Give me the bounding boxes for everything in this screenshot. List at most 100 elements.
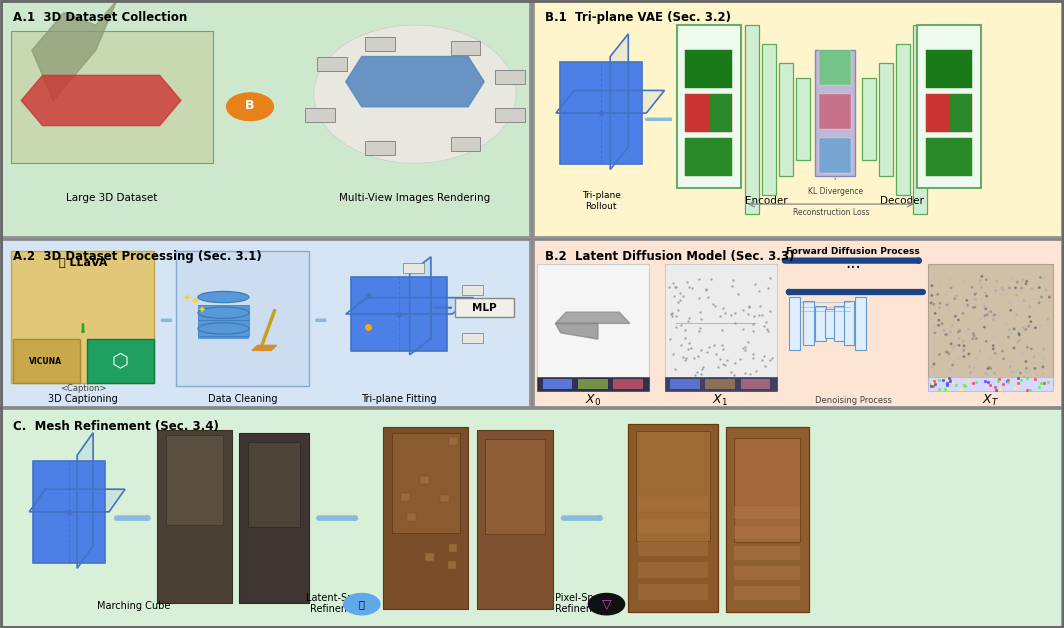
Point — [666, 291, 683, 301]
Point — [935, 325, 952, 335]
Point — [717, 375, 734, 385]
Point — [950, 340, 967, 350]
Point — [974, 294, 991, 304]
Point — [994, 283, 1011, 293]
Text: Refinement: Refinement — [554, 604, 612, 614]
FancyBboxPatch shape — [455, 298, 514, 317]
Point — [679, 315, 696, 325]
Point — [947, 311, 964, 322]
Point — [677, 325, 694, 335]
Point — [985, 331, 1002, 341]
Point — [693, 369, 710, 379]
Point — [1026, 352, 1043, 362]
FancyBboxPatch shape — [734, 566, 800, 580]
Point — [675, 352, 692, 362]
Point — [986, 310, 1003, 320]
Point — [991, 308, 1008, 318]
FancyBboxPatch shape — [670, 379, 700, 389]
Point — [965, 334, 982, 344]
Point — [1027, 374, 1044, 384]
Point — [1008, 367, 1025, 377]
FancyBboxPatch shape — [709, 94, 732, 132]
FancyBboxPatch shape — [734, 526, 800, 539]
FancyBboxPatch shape — [449, 437, 458, 445]
Point — [972, 279, 990, 289]
Point — [1035, 353, 1052, 363]
Point — [714, 325, 731, 335]
Point — [724, 281, 741, 291]
Point — [977, 302, 994, 312]
Polygon shape — [555, 90, 664, 113]
Point — [971, 276, 988, 286]
Polygon shape — [30, 489, 126, 512]
Point — [688, 367, 705, 377]
Point — [1011, 330, 1028, 340]
Point — [736, 345, 753, 355]
FancyBboxPatch shape — [926, 50, 972, 88]
Point — [955, 350, 972, 360]
FancyBboxPatch shape — [705, 379, 735, 389]
FancyBboxPatch shape — [726, 427, 809, 612]
Point — [717, 308, 734, 318]
FancyBboxPatch shape — [198, 305, 249, 320]
FancyBboxPatch shape — [485, 439, 545, 534]
Point — [704, 299, 721, 309]
Text: A.2  3D Dataset Processing (Sec. 3.1): A.2 3D Dataset Processing (Sec. 3.1) — [13, 250, 262, 263]
Point — [1032, 273, 1049, 283]
Point — [943, 339, 960, 349]
Text: B.2  Latent Diffusion Model (Sec. 3.3): B.2 Latent Diffusion Model (Sec. 3.3) — [545, 250, 794, 263]
Point — [672, 340, 689, 350]
Point — [1013, 283, 1030, 293]
Point — [726, 371, 743, 381]
Point — [937, 347, 954, 357]
Point — [1027, 364, 1044, 374]
Point — [727, 318, 744, 328]
Point — [665, 349, 682, 359]
Point — [732, 354, 749, 364]
Point — [1027, 323, 1044, 333]
FancyBboxPatch shape — [638, 584, 708, 600]
Point — [1009, 290, 1026, 300]
Point — [993, 290, 1010, 300]
Point — [986, 368, 1003, 378]
Point — [1003, 274, 1020, 284]
Text: 🎨: 🎨 — [359, 599, 365, 609]
FancyBboxPatch shape — [534, 240, 1062, 407]
FancyBboxPatch shape — [451, 137, 481, 151]
Point — [675, 291, 692, 301]
Text: ▽: ▽ — [601, 598, 612, 610]
FancyBboxPatch shape — [561, 62, 642, 164]
Ellipse shape — [314, 25, 516, 163]
Point — [762, 306, 779, 316]
FancyBboxPatch shape — [176, 251, 309, 386]
Point — [662, 334, 679, 344]
FancyBboxPatch shape — [789, 297, 800, 350]
FancyBboxPatch shape — [638, 540, 708, 556]
Point — [965, 302, 982, 312]
Point — [966, 289, 983, 299]
FancyBboxPatch shape — [248, 442, 300, 526]
Point — [747, 279, 764, 290]
Point — [708, 349, 725, 359]
Point — [676, 333, 693, 344]
Text: Tri-plane Fitting: Tri-plane Fitting — [361, 394, 437, 404]
Point — [745, 349, 762, 359]
Point — [705, 340, 722, 350]
FancyBboxPatch shape — [462, 333, 483, 343]
Point — [1036, 273, 1053, 283]
Point — [682, 343, 699, 353]
FancyBboxPatch shape — [166, 435, 223, 525]
Text: C.  Mesh Refinement (Sec. 3.4): C. Mesh Refinement (Sec. 3.4) — [13, 420, 218, 433]
Point — [745, 353, 762, 363]
Ellipse shape — [198, 323, 249, 334]
Point — [1033, 297, 1050, 307]
Circle shape — [344, 593, 380, 615]
Point — [979, 369, 996, 379]
Point — [679, 344, 696, 354]
FancyBboxPatch shape — [426, 553, 434, 561]
Point — [1001, 361, 1018, 371]
Point — [931, 278, 948, 288]
Point — [679, 377, 696, 387]
Point — [1018, 276, 1035, 286]
Text: 3D Captioning: 3D Captioning — [48, 394, 118, 404]
